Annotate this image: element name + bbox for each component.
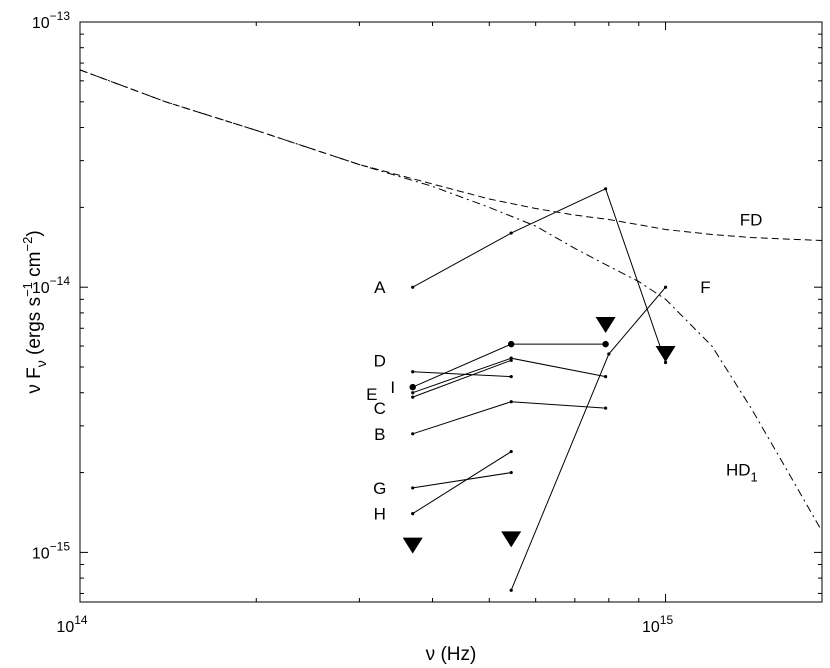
x-tick-label-base: 10 — [56, 619, 74, 636]
x-axis-label: ν (Hz) — [426, 644, 477, 665]
data-point-g — [411, 486, 415, 490]
series-line-g — [412, 472, 512, 489]
data-point-f — [509, 588, 513, 592]
upper-limit-marker — [402, 537, 423, 554]
data-series — [409, 187, 668, 592]
y-tick-label: 10−15 — [32, 539, 70, 562]
data-point-i — [602, 340, 609, 348]
data-point-b — [411, 432, 415, 436]
y-axis-label: ν Fν (ergs s−1 cm−2) — [20, 230, 49, 393]
y-axis-label-base: ν F — [24, 367, 45, 393]
x-tick-label-exp: 14 — [74, 613, 88, 627]
series-line-i — [412, 343, 606, 388]
y-axis-label-sub: ν — [33, 360, 49, 367]
model-label-base: FD — [740, 210, 763, 229]
model-label-base: HD — [726, 461, 751, 480]
data-point-a — [509, 231, 513, 235]
y-tick-label: 10−14 — [32, 274, 70, 297]
data-point-c — [411, 395, 415, 399]
model-label-hd: HD1 — [726, 461, 758, 485]
series-label-b: B — [374, 425, 385, 444]
series-line-c — [412, 359, 512, 398]
data-point-b — [509, 400, 513, 404]
data-point-f — [663, 285, 668, 289]
data-point-e — [604, 375, 608, 379]
y-tick-label: 10−13 — [32, 9, 70, 32]
upper-limit-marker — [655, 345, 676, 362]
data-point-a — [663, 360, 668, 365]
x-tick-label: 1014 — [56, 613, 87, 636]
y-axis-label-unit-mid: cm — [24, 251, 45, 282]
series-line-f — [510, 286, 666, 591]
y-tick-label-exp: −14 — [50, 274, 71, 288]
y-axis-label-exp1: −1 — [20, 282, 35, 297]
y-axis-label-unit-close: ) — [24, 230, 45, 236]
model-curve-hd-1 — [79, 69, 823, 532]
model-label-sub: 1 — [751, 470, 758, 485]
series-line-e — [412, 357, 606, 394]
data-point-i — [508, 340, 515, 348]
x-tick-label-exp: 15 — [660, 613, 674, 627]
series-line-h — [412, 451, 512, 515]
data-point-a — [411, 285, 415, 289]
data-point-h — [411, 512, 415, 516]
series-label-e: E — [366, 385, 377, 404]
y-tick-label-base: 10 — [32, 280, 50, 297]
plot-frame — [79, 21, 823, 603]
data-point-a — [604, 187, 608, 191]
x-tick-label: 1015 — [642, 613, 673, 636]
data-point-i — [409, 383, 416, 391]
data-point-h — [509, 449, 513, 454]
data-point-d — [411, 370, 415, 374]
series-label-c: C — [374, 399, 386, 418]
series-line-b — [412, 401, 606, 435]
series-line-d — [412, 371, 512, 378]
series-label-f: F — [700, 278, 710, 297]
data-point-e — [411, 391, 415, 395]
series-label-a: A — [374, 278, 386, 297]
series-label-g: G — [373, 479, 386, 498]
series-label-d: D — [374, 351, 386, 370]
model-label-fd: FD — [740, 210, 763, 229]
y-axis-label-unit-open: (ergs s — [24, 297, 45, 360]
model-curves — [79, 69, 823, 532]
upper-limit-marker — [501, 531, 522, 548]
series-line-a — [412, 188, 667, 363]
y-axis-label-exp2: −2 — [20, 237, 35, 252]
y-tick-label-exp: −13 — [50, 9, 71, 23]
y-tick-label-base: 10 — [32, 15, 50, 32]
data-point-b — [604, 406, 608, 410]
data-point-d — [509, 375, 513, 379]
series-label-h: H — [374, 505, 386, 524]
series-label-i: I — [390, 378, 395, 397]
data-point-f — [607, 352, 611, 356]
data-point-g — [509, 470, 513, 475]
x-tick-label-base: 10 — [642, 619, 660, 636]
y-tick-label-base: 10 — [32, 545, 50, 562]
y-tick-label-exp: −15 — [50, 539, 71, 553]
upper-limit-marker — [595, 317, 616, 334]
data-point-c — [509, 358, 513, 362]
model-curve-fd — [79, 69, 823, 241]
upper-limits — [402, 317, 676, 554]
